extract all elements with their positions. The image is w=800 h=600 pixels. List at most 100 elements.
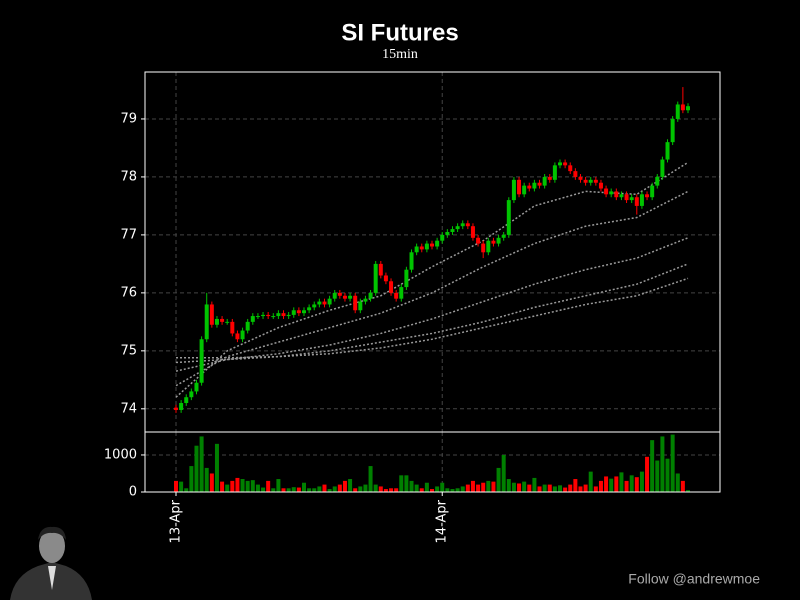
- moving-average: [175, 161, 689, 398]
- portrait-shirt: [48, 566, 56, 590]
- candle-body: [665, 142, 670, 160]
- candle-body: [522, 185, 527, 195]
- candle-body: [583, 179, 588, 183]
- candle-body: [660, 159, 665, 177]
- candle-body: [496, 237, 501, 244]
- volume-bar: [609, 478, 614, 492]
- candle-body: [537, 182, 542, 186]
- footer: Follow @andrewmoe: [628, 571, 760, 587]
- volume-bar: [399, 475, 404, 492]
- moving-average: [175, 237, 689, 372]
- volume-bar: [363, 484, 368, 492]
- candle-body: [440, 234, 445, 241]
- candle-body: [317, 301, 322, 305]
- volume-bar: [353, 488, 358, 492]
- candle-body: [266, 314, 271, 317]
- volume-bar: [645, 456, 650, 492]
- volume-bar: [675, 473, 680, 492]
- volume-bar: [686, 490, 690, 492]
- volume-bar: [383, 489, 388, 492]
- volume-bar: [511, 482, 516, 492]
- candle-body: [286, 314, 291, 317]
- candle-body: [460, 223, 465, 227]
- candle-body: [481, 243, 486, 253]
- volume-bar: [189, 466, 194, 492]
- candle-body: [517, 179, 522, 195]
- candle-body: [204, 304, 209, 340]
- volume-bar: [496, 467, 501, 492]
- x-tick-label: 13-Apr: [169, 499, 184, 543]
- candle-body: [675, 104, 680, 119]
- candle-body: [404, 269, 409, 288]
- volume-bar: [332, 486, 337, 492]
- volume-bar: [501, 454, 506, 492]
- volume-bar: [342, 480, 347, 492]
- candle-body: [634, 197, 639, 206]
- volume-bar: [271, 488, 276, 492]
- y-tick-label: 76: [120, 285, 137, 300]
- volume-bar: [389, 488, 394, 492]
- candle-body: [598, 182, 603, 189]
- candle-body: [302, 310, 306, 314]
- volume-bar: [537, 486, 542, 492]
- candle-body: [624, 194, 629, 201]
- volume-bar: [348, 479, 353, 492]
- volume-bar: [522, 481, 527, 492]
- price-panel: 74 75 76 77 78 79: [120, 72, 720, 432]
- volume-bar: [174, 480, 178, 492]
- volume-bar: [199, 436, 204, 492]
- volume-bar: [517, 483, 522, 492]
- volume-bar: [220, 481, 225, 492]
- volume-bar: [337, 484, 342, 492]
- chart-subtitle: 15min: [382, 47, 418, 62]
- volume-bar: [404, 475, 409, 492]
- volume-bar: [460, 486, 465, 492]
- candle-body: [255, 316, 260, 318]
- volume-bar: [327, 489, 332, 492]
- candle-body: [486, 240, 491, 253]
- volume-bar: [470, 480, 475, 492]
- candle-body: [614, 191, 619, 198]
- volume-bar: [378, 486, 383, 492]
- volume-bar: [614, 476, 619, 492]
- candle-body: [414, 246, 419, 253]
- volume-bar: [317, 486, 322, 492]
- volume-bar: [445, 488, 450, 492]
- candle-body: [588, 179, 593, 183]
- candle-body: [578, 176, 583, 180]
- candle-body: [445, 232, 450, 235]
- candle-body: [378, 263, 383, 276]
- candle-body: [337, 292, 342, 296]
- volume-bar: [373, 484, 378, 492]
- candle-body: [296, 310, 301, 314]
- volume-bar: [296, 487, 301, 492]
- candle-body: [383, 275, 388, 282]
- y-tick-label: 75: [120, 343, 137, 358]
- volume-bar: [322, 484, 327, 492]
- candle-body: [353, 295, 358, 311]
- candle-body: [373, 263, 378, 293]
- candle-body: [470, 226, 475, 238]
- candle-body: [409, 252, 414, 270]
- candle-body: [291, 310, 296, 315]
- volume-bar: [394, 488, 399, 492]
- volume-bar: [214, 443, 219, 492]
- volume-bar: [465, 484, 470, 492]
- volume-bar: [209, 473, 214, 492]
- moving-average: [175, 190, 689, 387]
- candle-body: [645, 194, 650, 198]
- volume-bar: [409, 480, 414, 492]
- volume-bar: [230, 480, 235, 492]
- volume-bar: [573, 479, 578, 492]
- portrait-head: [39, 529, 65, 563]
- volume-bar: [486, 480, 491, 492]
- volume-bar: [629, 475, 634, 492]
- volume-bar: [194, 445, 199, 492]
- moving-average: [176, 277, 689, 359]
- volume-bar: [276, 479, 281, 492]
- candle-body: [680, 104, 685, 111]
- y-tick-label: 74: [120, 401, 137, 416]
- candle-body: [235, 333, 240, 340]
- candle-body: [194, 382, 199, 392]
